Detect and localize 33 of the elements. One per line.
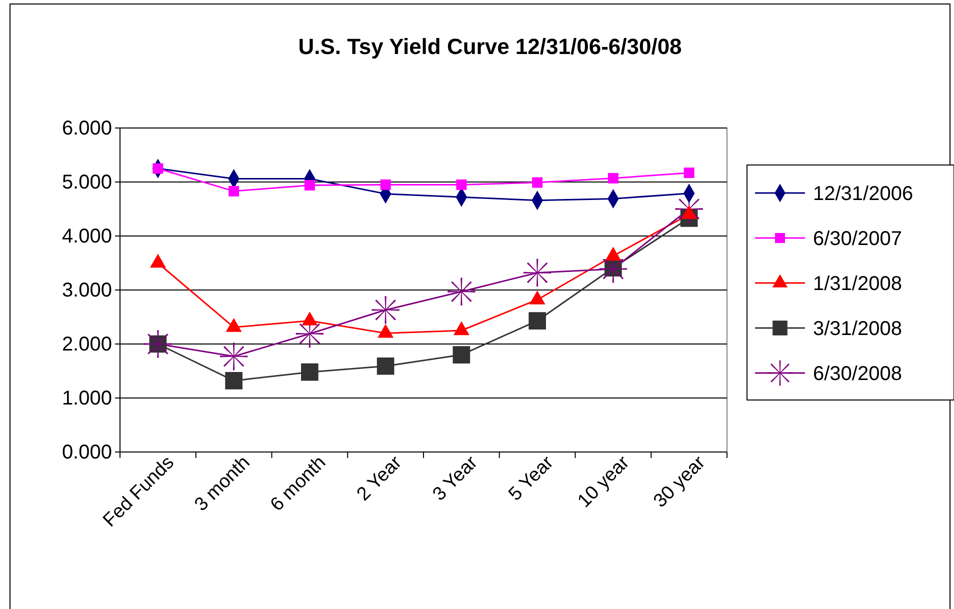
y-tick-label: 1.000 (62, 387, 112, 410)
point (608, 172, 618, 184)
point (301, 363, 318, 381)
y-tick-label: 5.000 (62, 171, 112, 194)
point (532, 177, 543, 188)
chart-title: U.S. Tsy Yield Curve 12/31/06-6/30/08 (298, 34, 682, 59)
y-tick-label: 0.000 (62, 441, 112, 464)
point (220, 342, 248, 370)
point (376, 357, 394, 375)
point (144, 330, 172, 358)
y-tick-label: 6.000 (62, 117, 112, 140)
point (684, 168, 694, 178)
point (380, 179, 391, 190)
legend-label: 6/30/2008 (813, 363, 902, 385)
legend-label: 6/30/2007 (813, 228, 902, 250)
legend-label: 12/31/2006 (813, 183, 914, 205)
point (523, 258, 552, 287)
legend-label: 3/31/2008 (813, 318, 902, 340)
point (228, 186, 240, 196)
x-tick-label: 5 Year (504, 452, 558, 506)
point (448, 278, 476, 306)
point (528, 312, 546, 330)
point (225, 372, 242, 390)
y-tick-label: 3.000 (62, 279, 112, 302)
y-tick-label: 2.000 (62, 333, 112, 356)
point (456, 179, 467, 190)
point (372, 296, 400, 324)
point (304, 180, 315, 190)
x-tick-label: 3 Year (428, 452, 482, 506)
point (452, 346, 470, 364)
legend-label: 1/31/2008 (813, 273, 902, 295)
x-tick-label: 2 Year (353, 452, 406, 506)
y-tick-label: 4.000 (62, 225, 112, 248)
